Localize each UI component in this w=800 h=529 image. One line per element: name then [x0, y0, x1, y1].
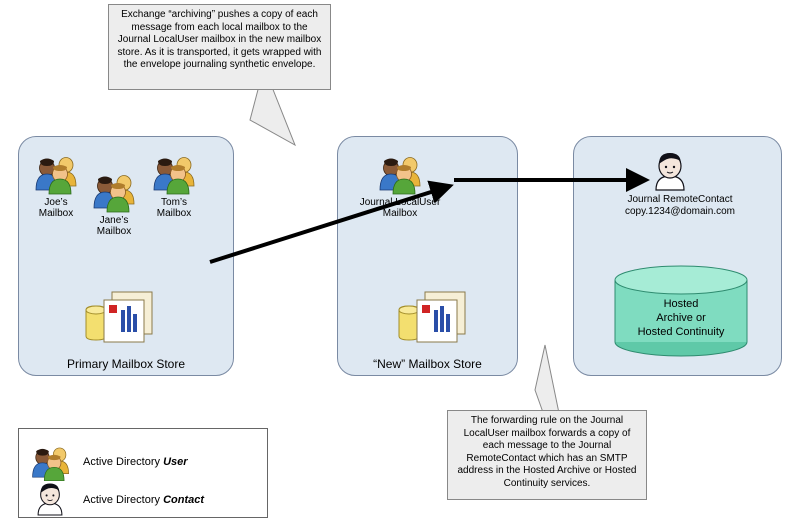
legend-user-em: User — [163, 456, 187, 468]
contact-line1: Journal RemoteContact — [627, 194, 732, 205]
legend-user-icon — [29, 443, 73, 481]
callout-bottom-text: The forwarding rule on the Journal Local… — [458, 415, 637, 489]
legend-user-prefix: Active Directory — [83, 456, 163, 468]
mailbox-label-journal: Journal LocalUserMailbox — [350, 197, 450, 219]
contact-line2: copy.1234@domain.com — [625, 206, 735, 217]
legend-user-label: Active Directory User — [83, 456, 188, 468]
mailbox-label-joe: Joe’sMailbox — [26, 197, 86, 219]
legend-row-contact: Active Directory Contact — [29, 481, 204, 519]
callout-bottom: The forwarding rule on the Journal Local… — [447, 410, 647, 500]
contact-icon — [650, 150, 690, 192]
user-icon-jane — [90, 170, 138, 214]
mailbox-label-tom: Tom’sMailbox — [144, 197, 204, 219]
hosted-cylinder-text: HostedArchive orHosted Continuity — [611, 298, 751, 339]
legend: Active Directory User Active Directory C… — [18, 428, 268, 518]
legend-contact-em: Contact — [163, 494, 204, 506]
legend-row-user: Active Directory User — [29, 443, 188, 481]
user-icon-joe — [32, 152, 80, 196]
legend-contact-icon — [29, 481, 73, 519]
user-icon-journal — [376, 152, 424, 196]
legend-contact-prefix: Active Directory — [83, 494, 163, 506]
contact-label: Journal RemoteContact copy.1234@domain.c… — [600, 194, 760, 218]
store-icon-primary — [82, 286, 158, 346]
user-icon-tom — [150, 152, 198, 196]
store-icon-new — [395, 286, 471, 346]
legend-contact-label: Active Directory Contact — [83, 494, 204, 506]
mailbox-label-jane: Jane’sMailbox — [84, 215, 144, 237]
